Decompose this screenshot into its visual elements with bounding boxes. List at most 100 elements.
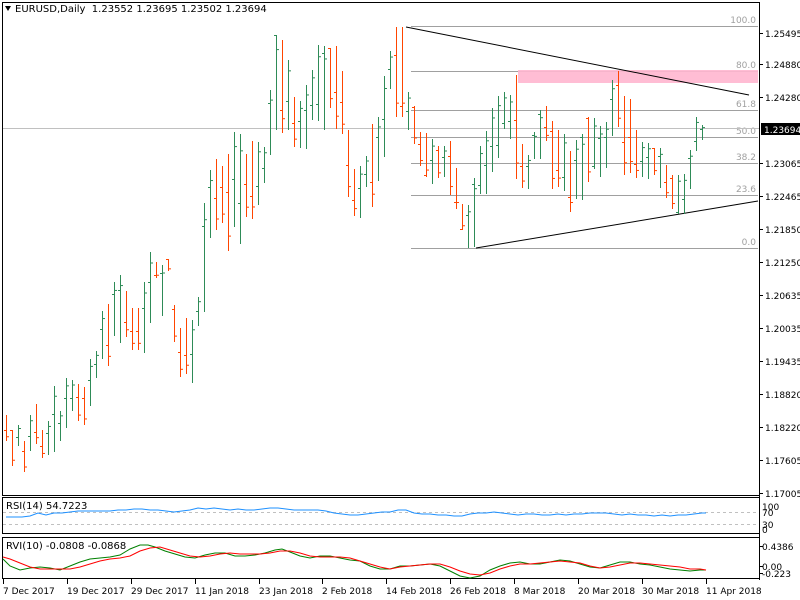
- support-trendline[interactable]: [475, 200, 759, 249]
- ohlc-bar: [202, 203, 207, 312]
- dropdown-triangle-icon[interactable]: [5, 6, 11, 11]
- price-tick-label: 1.24880: [765, 61, 800, 71]
- rvi-main-line: [2, 544, 706, 579]
- ohlc-bar: [238, 134, 243, 244]
- ohlc-bar: [388, 51, 393, 89]
- ohlc-bar: [412, 106, 417, 144]
- price-tick-label: 1.25495: [765, 30, 800, 40]
- ohlc-bar: [226, 154, 231, 251]
- ohlc-bar: [430, 139, 435, 184]
- ohlc-bar: [136, 308, 141, 350]
- ohlc-bar: [70, 380, 75, 411]
- fib-level-label: 61.8: [736, 100, 756, 110]
- ohlc-bar: [52, 386, 57, 452]
- ohlc-bar: [508, 95, 513, 139]
- ohlc-bar: [310, 70, 315, 120]
- ohlc-bar: [154, 262, 159, 278]
- ohlc-bar: [172, 305, 177, 342]
- time-tick-label: 7 Dec 2017: [3, 587, 55, 597]
- rsi-axis-label: 100: [762, 503, 779, 513]
- ohlc-bar: [250, 141, 255, 219]
- ohlc-bar: [106, 304, 111, 366]
- ohlc-bar: [700, 125, 705, 140]
- price-tick-label: 1.20035: [765, 325, 800, 335]
- ohlc-bar: [664, 165, 669, 198]
- ohlc-bar: [232, 132, 237, 227]
- ohlc-bar: [166, 259, 171, 271]
- resistance-zone[interactable]: [518, 70, 758, 83]
- ohlc-bar: [124, 291, 129, 337]
- ohlc-bar: [10, 430, 15, 466]
- rvi-axis-label: -0.223: [762, 570, 791, 580]
- rvi-label: RVI(10) -0.0808 -0.0868: [6, 541, 127, 552]
- ohlc-bar: [64, 378, 69, 428]
- resistance-zone-rect[interactable]: [518, 70, 758, 83]
- ohlc-bar: [334, 46, 339, 129]
- price-tick-label: 1.23065: [765, 160, 800, 170]
- ohlc-bar: [328, 48, 333, 108]
- ohlc-bar: [298, 101, 303, 148]
- ohlc-bar: [466, 205, 471, 248]
- time-tick-label: 19 Dec 2017: [67, 587, 125, 597]
- ohlc-bar: [658, 148, 663, 188]
- ohlc-bar: [178, 328, 183, 377]
- ohlc-bar: [496, 96, 501, 158]
- time-tick-label: 29 Dec 2017: [131, 587, 189, 597]
- ohlc-bar: [34, 404, 39, 444]
- ohlc-bar: [598, 126, 603, 177]
- rsi-axis-label: 30: [762, 521, 774, 531]
- ohlc-bar: [634, 130, 639, 178]
- current-price-badge: [761, 123, 800, 135]
- fibonacci-retracement[interactable]: 100.0 80.0 61.8 50.0 38.2 23.6 0.0: [411, 16, 758, 249]
- ohlc-bar: [676, 175, 681, 214]
- rsi-axis-label: 0: [762, 526, 768, 536]
- price-tick-label: 1.20635: [765, 292, 800, 302]
- rvi-axis-label: 0.4386: [762, 543, 794, 553]
- ohlc-bar: [670, 175, 675, 209]
- ohlc-bar: [448, 141, 453, 195]
- ohlc-bar: [472, 178, 477, 247]
- ohlc-bar: [502, 92, 507, 129]
- fib-level-label: 23.6: [736, 185, 756, 195]
- time-tick-label: 30 Mar 2018: [642, 587, 699, 597]
- ohlc-bar: [4, 415, 9, 441]
- trendlines[interactable]: [405, 26, 759, 249]
- ohlc-bar: [262, 147, 267, 183]
- ohlc-bar: [322, 46, 327, 130]
- ohlc-bar: [478, 146, 483, 194]
- ohlc-bar: [688, 150, 693, 189]
- ohlc-bar: [604, 122, 609, 168]
- price-tick-label: 1.18220: [765, 424, 800, 434]
- ohlc-bar: [610, 80, 615, 136]
- time-tick-label: 20 Mar 2018: [578, 587, 635, 597]
- ohlc-bar: [640, 142, 645, 177]
- ohlc-bar: [208, 170, 213, 238]
- price-tick-label: 1.24280: [765, 94, 800, 104]
- ohlc-bar: [28, 415, 33, 451]
- ohlc-bar: [394, 27, 399, 117]
- resistance-trendline[interactable]: [405, 26, 750, 96]
- ohlc-values: 1.23552 1.23695 1.23502 1.23694: [91, 4, 267, 15]
- ohlc-bar: [682, 174, 687, 214]
- ohlc-bar: [196, 297, 201, 326]
- ohlc-bar: [268, 90, 273, 155]
- ohlc-bar: [40, 430, 45, 458]
- ohlc-bar: [358, 166, 363, 218]
- ohlc-bar: [58, 411, 63, 441]
- ohlc-bar: [436, 146, 441, 178]
- fib-level-label: 100.0: [730, 16, 756, 26]
- ohlc-bar: [406, 92, 411, 130]
- ohlc-bar: [118, 275, 123, 343]
- price-axis[interactable]: 1.25495 1.24880 1.24280 1.23065 1.22465 1.218…: [759, 2, 800, 580]
- ohlc-bar: [286, 60, 291, 130]
- ohlc-bar: [280, 40, 285, 133]
- rsi-label: RSI(14) 54.7223: [6, 501, 88, 512]
- ohlc-bar: [652, 148, 657, 175]
- ohlc-bar: [544, 106, 549, 141]
- rvi-signal-line: [2, 546, 707, 576]
- time-axis[interactable]: 7 Dec 2017 19 Dec 2017 29 Dec 2017 11 Jan 2…: [3, 579, 762, 597]
- ohlc-bar: [220, 166, 225, 223]
- time-tick-label: 11 Jan 2018: [195, 587, 249, 597]
